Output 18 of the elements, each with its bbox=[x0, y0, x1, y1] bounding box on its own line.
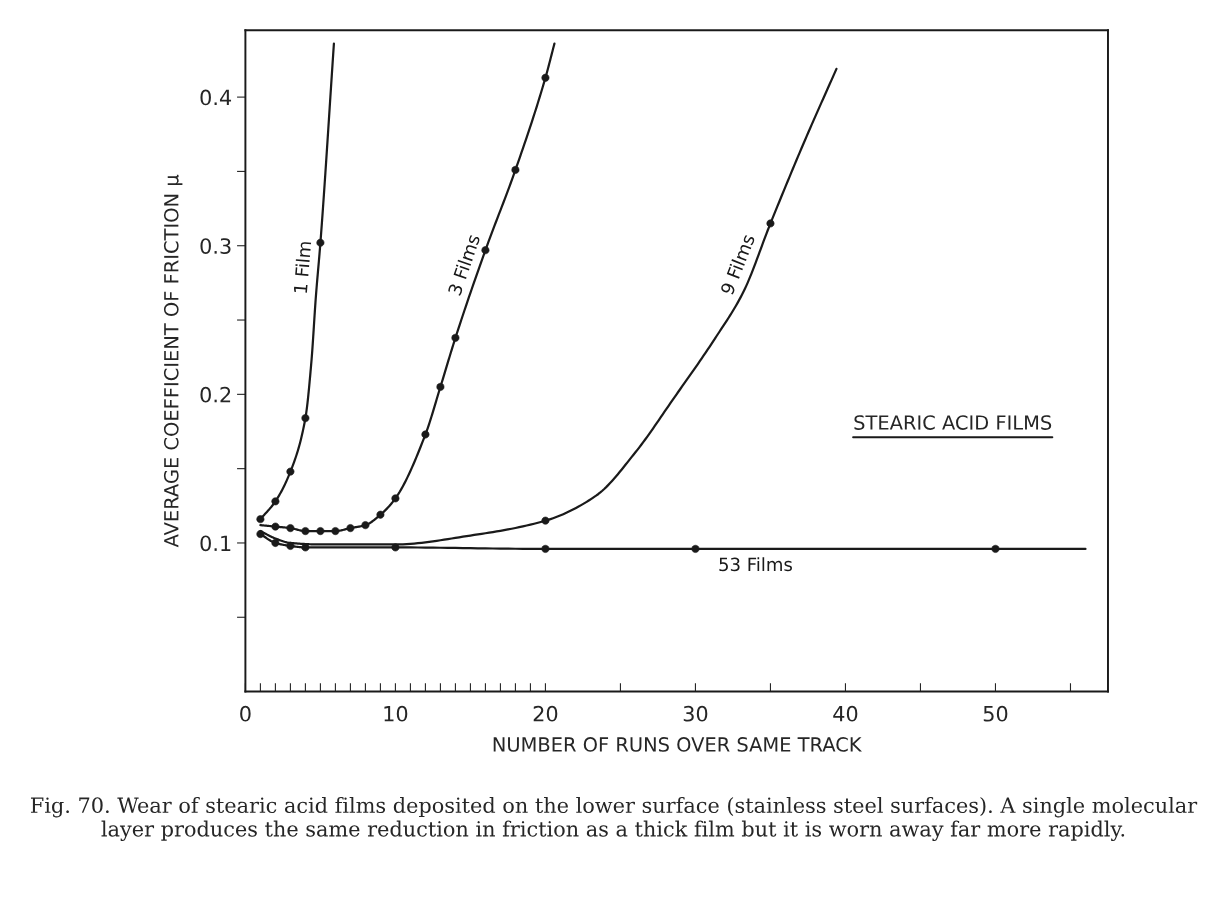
x-tick-label: 30 bbox=[683, 705, 708, 722]
y-tick-label: 0.4 bbox=[200, 89, 232, 106]
caption: Fig. 70. Wear of stearic acid films deposited on the lower surface (stainless steel surfaces). A single molecular layer produces the same reduction in friction as a thick film but it is worn away far more rapidly. bbox=[30, 796, 1198, 841]
text: 9 Films bbox=[719, 233, 756, 296]
x-tick-label: 20 bbox=[533, 705, 558, 722]
y-tick-label: 0.3 bbox=[200, 238, 231, 254]
x-tick-label: 0 bbox=[240, 705, 251, 722]
text: 1 Film bbox=[293, 241, 312, 293]
y-tick-label: 0.1 bbox=[200, 535, 231, 552]
x-tick-label: 10 bbox=[384, 705, 408, 722]
y-axis-title: AVERAGE COEFFICIENT OF FRICTION μ bbox=[163, 174, 183, 548]
y-tick-label: 0.2 bbox=[200, 386, 231, 403]
annotation: STEARIC ACID FILMS bbox=[854, 415, 1052, 430]
text: 3 Films bbox=[447, 233, 481, 296]
series-label: 53 Films bbox=[719, 557, 792, 572]
x-tick-label: 50 bbox=[983, 705, 1008, 722]
x-tick-label: 40 bbox=[833, 705, 858, 722]
x-axis-title: NUMBER OF RUNS OVER SAME TRACK bbox=[493, 737, 862, 752]
